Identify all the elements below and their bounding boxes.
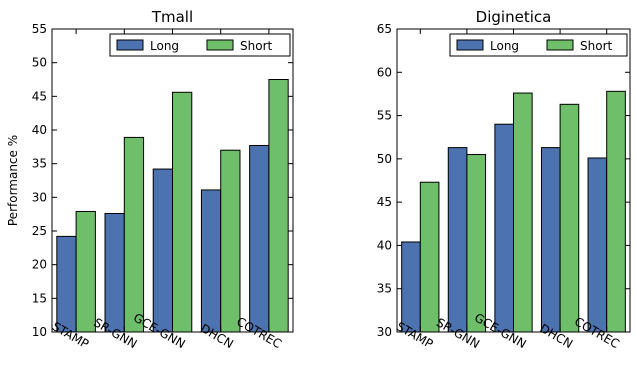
chart-title: Tmall (151, 8, 193, 26)
y-tick-label: 50 (32, 56, 47, 70)
legend-swatch-short (207, 40, 233, 50)
bar-long-cotrec (588, 158, 607, 332)
legend-swatch-long (457, 40, 483, 50)
y-tick-label: 40 (377, 238, 392, 252)
y-axis-label: Performance % (6, 135, 20, 226)
y-tick-label: 15 (32, 291, 47, 305)
bar-short-dhcn (221, 150, 240, 332)
y-tick-label: 55 (377, 109, 392, 123)
bar-short-dhcn (560, 104, 579, 332)
y-tick-label: 30 (377, 325, 392, 339)
bar-long-gce-gnn (495, 124, 514, 332)
bar-short-cotrec (269, 80, 288, 333)
bar-long-dhcn (201, 190, 220, 332)
legend: Long Short (450, 34, 627, 56)
y-tick-label: 50 (377, 152, 392, 166)
y-tick-label: 55 (32, 22, 47, 36)
y-tick-label: 20 (32, 258, 47, 272)
bar-long-sr-gnn (448, 148, 467, 332)
bar-short-gce-gnn (514, 93, 533, 332)
bar-long-stamp (402, 242, 421, 332)
y-tick-label: 10 (32, 325, 47, 339)
bar-short-gce-gnn (173, 92, 192, 332)
bar-long-cotrec (250, 145, 269, 332)
bar-short-cotrec (607, 91, 626, 332)
bar-short-stamp (420, 182, 439, 332)
y-tick-label: 45 (32, 89, 47, 103)
y-tick-label: 35 (377, 282, 392, 296)
legend-label-short: Short (580, 39, 612, 53)
bar-long-stamp (57, 236, 76, 332)
bar-short-sr-gnn (124, 137, 143, 332)
legend-label-long: Long (150, 39, 179, 53)
bar-short-stamp (76, 211, 95, 332)
y-tick-label: 25 (32, 224, 47, 238)
bar-long-gce-gnn (153, 169, 172, 332)
y-tick-label: 35 (32, 157, 47, 171)
chart-title: Diginetica (476, 8, 552, 26)
legend-label-long: Long (490, 39, 519, 53)
chart-panel-diginetica: Diginetica3035404550556065STAMPSR-GNNGCE… (377, 8, 630, 351)
y-tick-label: 60 (377, 65, 392, 79)
legend-swatch-long (117, 40, 143, 50)
legend-label-short: Short (240, 39, 272, 53)
bar-long-dhcn (541, 148, 560, 332)
y-tick-label: 30 (32, 190, 47, 204)
bar-short-sr-gnn (467, 155, 486, 332)
y-tick-label: 45 (377, 195, 392, 209)
legend-swatch-short (547, 40, 573, 50)
bar-long-sr-gnn (105, 213, 124, 332)
y-tick-label: 65 (377, 22, 392, 36)
legend: Long Short (110, 34, 290, 56)
y-tick-label: 40 (32, 123, 47, 137)
